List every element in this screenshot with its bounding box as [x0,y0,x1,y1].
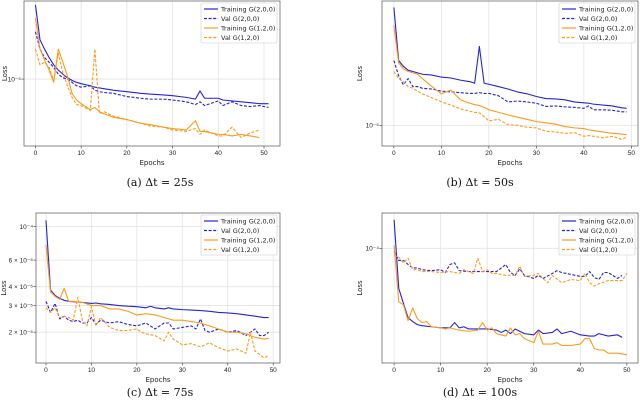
y-axis-label: Loss [1,65,9,81]
legend-entry: Val G(1,2,0) [221,246,259,254]
x-tick-label: 0 [34,150,38,157]
x-tick-label: 50 [628,150,636,157]
subplot-d: 0 10 20 30 40 50 10⁻⁴ Training G(2,0,0) Val G(2,… [356,212,639,399]
x-axis-label: Epochs [497,376,522,384]
y-axis-label: Loss [356,65,364,81]
y-tick-label: 3 × 10⁻⁵ [9,303,34,310]
subplot-caption: (a) Δt = 25s [127,176,194,189]
legend: Training G(2,0,0) Val G(2,0,0)Training G(… [200,214,278,256]
series-line-val-g-2-0-0 [34,31,269,109]
x-axis-label: Epochs [497,159,522,167]
x-tick-label: 50 [270,367,278,374]
legend-box [200,214,278,256]
legend-entry: Val G(1,2,0) [221,34,259,42]
legend-entry: Training G(1,2,0) [578,24,633,32]
subplot-c: 0 10 20 30 40 50 10⁻⁴ 6 × 10⁻⁵ 4 × 10⁻⁵ 3 × 10⁻⁵ 2… [0,212,281,399]
x-tick-label: 10 [78,150,86,157]
y-tick-label: 10⁻⁵ [366,123,380,130]
legend: Training G(2,0,0) Val G(2,0,0)Training G(… [200,2,278,44]
legend-entry: Training G(1,2,0) [578,236,633,244]
legend-box [558,2,636,44]
x-tick-label: 40 [580,150,588,157]
x-tick-label: 10 [88,367,96,374]
series-line-training-g-1-2-0 [45,244,269,340]
legend-entry: Val G(2,0,0) [221,15,259,23]
legend: Training G(2,0,0) Val G(2,0,0)Training G(… [558,2,636,44]
subplot-b: 0 10 20 30 40 50 10⁻⁵ Training G(2,0,0) Val G(2,… [356,0,639,189]
x-tick-label: 30 [530,367,538,374]
series-line-training-g-1-2-0 [393,245,627,356]
y-tick-label: 10⁻⁴ [366,246,380,253]
subplot-caption: (c) Δt = 75s [127,386,194,399]
x-tick-label: 30 [179,367,187,374]
subplot-caption: (d) Δt = 100s [443,386,518,399]
legend-entry: Val G(2,0,0) [579,227,617,235]
legend-box [200,2,278,44]
y-tick-label: 10⁻⁵ [8,76,22,83]
x-tick-label: 10 [437,367,445,374]
subplot-a: 0 10 20 30 40 50 10⁻⁵ Training G(2,0,0) Val G(2,… [1,0,281,189]
x-tick-label: 20 [123,150,131,157]
series-line-training-g-2-0-0 [34,4,269,105]
y-tick-label: 2 × 10⁻⁵ [9,329,34,336]
x-tick-label: 50 [260,150,268,157]
y-axis-label: Loss [0,280,8,296]
series-line-training-g-2-0-0 [393,219,623,338]
legend-entry: Training G(2,0,0) [220,217,275,225]
legend-box [558,214,636,256]
legend-entry: Val G(1,2,0) [579,34,617,42]
series-line-training-g-1-2-0 [34,18,260,139]
x-tick-label: 30 [533,150,541,157]
legend-entry: Training G(2,0,0) [220,5,275,13]
x-tick-label: 50 [623,367,631,374]
series-line-training-g-2-0-0 [393,7,627,109]
x-tick-label: 0 [392,150,396,157]
x-tick-label: 20 [133,367,141,374]
axes-frame [35,212,281,364]
series-line-val-g-2-0-0 [393,60,627,113]
axes-frame [23,0,281,147]
subplot-caption: (b) Δt = 50s [446,176,514,189]
x-tick-label: 40 [577,367,585,374]
x-tick-label: 0 [392,367,396,374]
x-tick-label: 10 [438,150,446,157]
axes-frame [381,0,639,147]
x-tick-label: 40 [224,367,232,374]
x-tick-label: 0 [44,367,48,374]
x-axis-label: Epochs [145,376,170,384]
series-line-val-g-2-0-0 [393,251,623,281]
x-tick-label: 20 [484,367,492,374]
y-tick-label: 4 × 10⁻⁵ [9,284,34,291]
y-tick-label: 6 × 10⁻⁵ [9,257,34,264]
x-tick-label: 40 [215,150,223,157]
series-line-val-g-1-2-0 [34,48,260,139]
legend-entry: Training G(2,0,0) [578,217,633,225]
axes-frame [381,212,639,364]
series-line-val-g-1-2-0 [393,71,627,140]
legend: Training G(2,0,0) Val G(2,0,0)Training G(… [558,214,636,256]
y-axis-label: Loss [356,280,364,296]
series-line-val-g-1-2-0 [393,254,628,287]
legend-entry: Training G(2,0,0) [578,5,633,13]
x-tick-label: 20 [485,150,493,157]
x-tick-label: 30 [169,150,177,157]
x-axis-label: Epochs [139,159,164,167]
legend-entry: Val G(2,0,0) [221,227,259,235]
legend-entry: Val G(2,0,0) [579,15,617,23]
legend-entry: Training G(1,2,0) [220,24,275,32]
y-tick-label: 10⁻⁴ [20,224,34,231]
legend-entry: Training G(1,2,0) [220,236,275,244]
series-line-training-g-1-2-0 [393,25,627,136]
legend-entry: Val G(1,2,0) [579,246,617,254]
